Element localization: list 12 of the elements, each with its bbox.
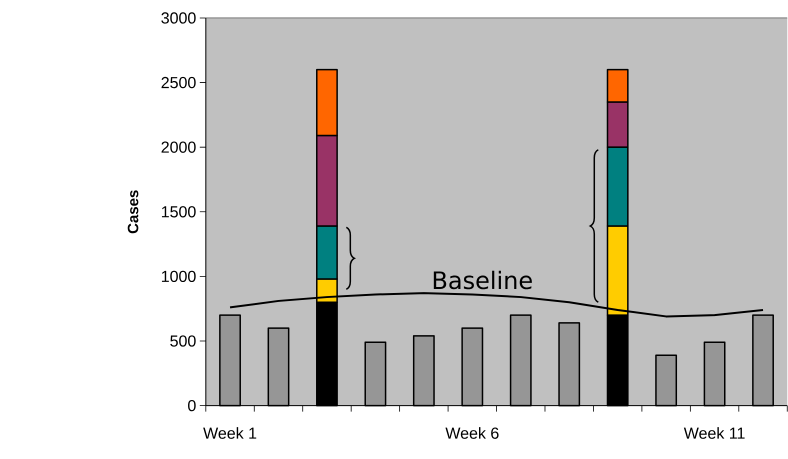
y-tick-label: 2500 xyxy=(162,77,196,88)
series-label: Baseline xyxy=(434,270,532,290)
y-tick-label: 1500 xyxy=(162,206,196,218)
y-tick-label: 1000 xyxy=(162,270,196,282)
y-tick-label: 2000 xyxy=(162,142,196,154)
y-axis-title: Cases xyxy=(128,190,138,234)
x-tick-label: Week 6 xyxy=(445,427,499,440)
y-tick-label: 500 xyxy=(170,336,196,347)
y-tick-label: 3000 xyxy=(161,12,196,24)
y-tick-label: 0 xyxy=(188,400,196,412)
x-tick-label: Week 1 xyxy=(203,427,256,440)
x-tick-label: Week 11 xyxy=(684,427,745,440)
